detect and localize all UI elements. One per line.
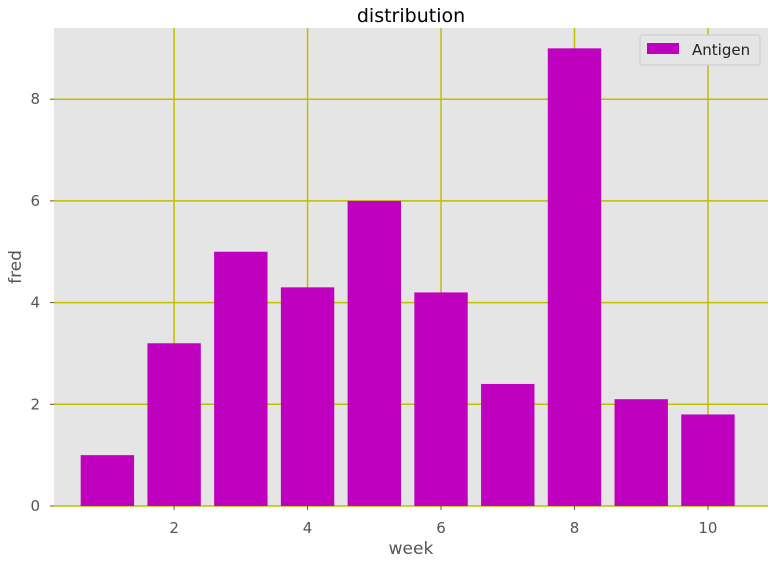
chart-title: distribution <box>357 5 465 27</box>
bars <box>80 48 735 507</box>
bar <box>481 383 535 506</box>
x-tick-label: 4 <box>303 519 313 537</box>
bar <box>147 343 201 506</box>
y-tick-label: 6 <box>30 192 40 210</box>
x-axis-label: week <box>389 539 434 559</box>
bar <box>547 48 602 507</box>
y-tick-label: 8 <box>30 90 40 108</box>
y-tick-label: 4 <box>30 294 40 312</box>
y-axis-label: fred <box>6 250 26 284</box>
y-axis-ticks: 0 2 4 6 8 <box>30 90 54 515</box>
y-tick-label: 2 <box>30 395 40 413</box>
bar <box>214 251 268 506</box>
bar <box>681 414 735 506</box>
legend-swatch <box>647 43 679 54</box>
x-tick-label: 2 <box>169 519 179 537</box>
x-tick-label: 8 <box>570 519 580 537</box>
bar <box>280 287 335 506</box>
bar <box>347 200 401 506</box>
x-tick-label: 6 <box>436 519 446 537</box>
bar <box>80 455 135 506</box>
y-tick-label: 0 <box>30 497 40 515</box>
legend: Antigen <box>639 34 761 66</box>
legend-label: Antigen <box>692 41 750 59</box>
legend-box <box>639 34 761 66</box>
bar <box>614 399 668 506</box>
bar <box>414 292 468 506</box>
x-axis-ticks: 2 4 6 8 10 <box>169 506 717 537</box>
x-tick-label: 10 <box>698 519 717 537</box>
